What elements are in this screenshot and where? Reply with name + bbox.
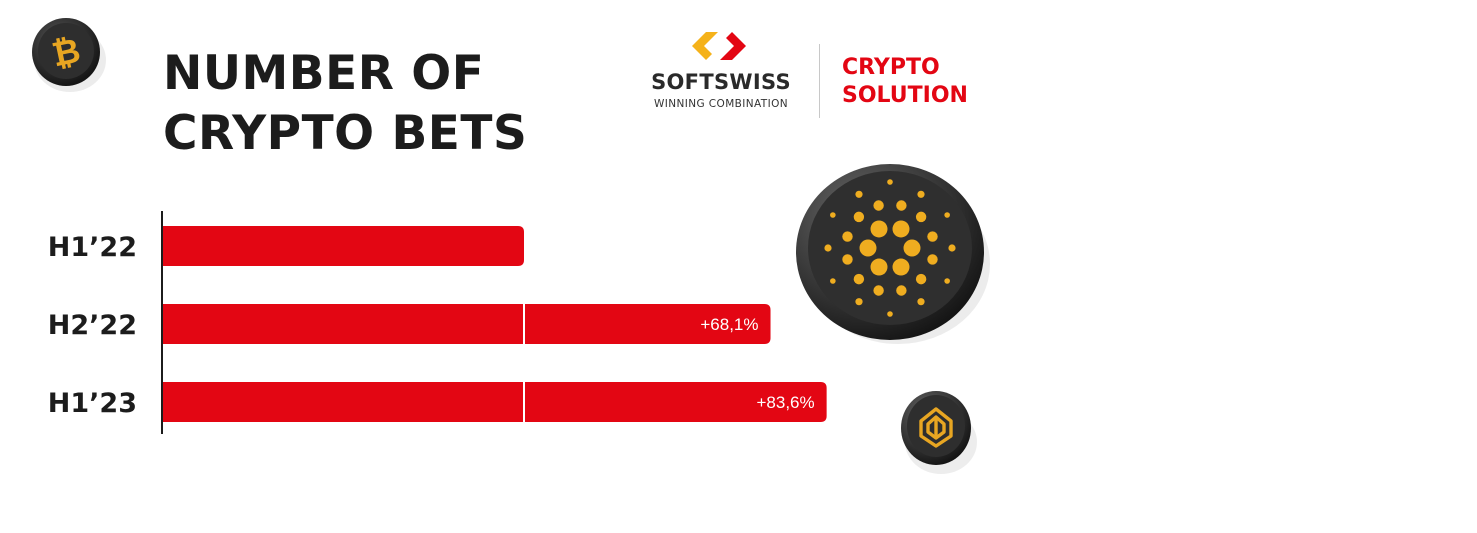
bar-0 (162, 226, 524, 266)
bnb-coin-icon (901, 391, 977, 474)
brand-name: SOFTSWISS (651, 70, 791, 94)
bar-1 (162, 304, 771, 344)
bitcoin-coin-icon: ₿ (32, 18, 106, 92)
bar-data-label-1: +68,1% (700, 315, 758, 334)
logo-divider (819, 44, 820, 118)
chart-title-line-1: NUMBER OF (163, 46, 485, 101)
product-name-line-2: SOLUTION (842, 83, 968, 108)
chart-title: NUMBER OF CRYPTO BETS (163, 44, 527, 164)
chart-title-line-2: CRYPTO BETS (163, 106, 528, 161)
product-name: CRYPTO SOLUTION (842, 54, 968, 110)
bar-2 (162, 382, 827, 422)
category-label-1: H2’22 (48, 310, 137, 341)
category-label-0: H1’22 (48, 232, 137, 263)
softswiss-logo: SOFTSWISS WINNING COMBINATION CRYPTO SOL… (640, 28, 1000, 123)
product-name-line-1: CRYPTO (842, 55, 940, 80)
bar-data-label-2: +83,6% (756, 393, 814, 412)
brand-tagline: WINNING COMBINATION (653, 98, 789, 110)
softswiss-logo-icon (692, 32, 746, 60)
bar-chart: H1’22 H2’22 +68,1% H1’23 +83,6% (48, 211, 827, 434)
category-label-2: H1’23 (48, 388, 137, 419)
cardano-coin-icon (796, 164, 990, 344)
